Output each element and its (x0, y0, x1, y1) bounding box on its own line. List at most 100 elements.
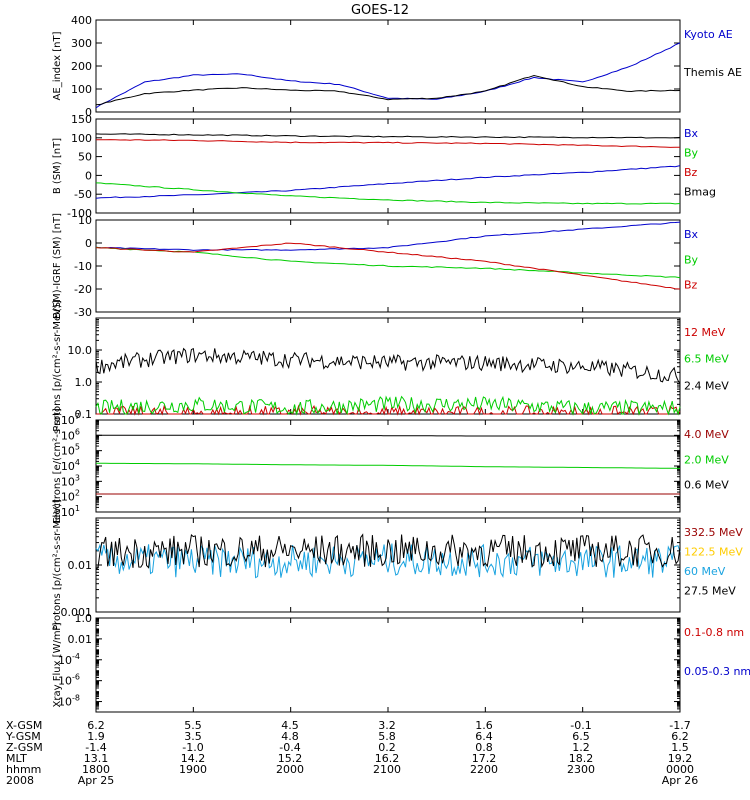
ephemeris-value: 19.2 (668, 752, 693, 765)
legend-entry: Bx (684, 228, 699, 241)
series-line-themis-ae (95, 74, 681, 106)
ephemeris-value: 16.2 (375, 752, 400, 765)
series-line-bmag (95, 133, 681, 139)
y-axis-label: Protons [p/(cm²-s-sr-MeV)] (52, 300, 63, 432)
legend-entry: 0.1-0.8 nm (684, 626, 744, 639)
ephemeris-row-label: MLT (6, 752, 27, 765)
legend-entry: 12 MeV (684, 326, 726, 339)
ephemeris-value: 1.6 (475, 719, 493, 732)
series-line-bx (95, 165, 681, 199)
y-tick-label: 0.01 (68, 633, 93, 646)
ephemeris-row-label: Y-GSM (5, 730, 41, 743)
ephemeris-value: 6.2 (671, 730, 689, 743)
ephemeris-value: -0.1 (570, 719, 591, 732)
panel-protons_low: 0.1 1.0 10.0 Protons [p/(cm²-s-sr-MeV)] 12 M… (52, 300, 729, 432)
series-line-by (95, 182, 681, 205)
ephemeris-row-label: Z-GSM (6, 741, 43, 754)
ephemeris-value: 2000 (276, 763, 304, 776)
y-tick-label: 101 (61, 504, 80, 519)
ephemeris-table: X-GSMY-GSMZ-GSMMLThhmm20086.21.9-1.413.1… (5, 719, 698, 787)
series-line-27-5-mev (95, 533, 681, 570)
panel-frame (95, 617, 681, 713)
legend-entry: 2.0 MeV (684, 453, 729, 466)
y-tick-label: 150 (71, 113, 92, 126)
y-axis-label: B (SM) [nT] (52, 138, 63, 194)
y-tick-label: 100 (71, 132, 92, 145)
ephemeris-value: 6.2 (87, 719, 105, 732)
ephemeris-value: 14.2 (181, 752, 206, 765)
y-tick-label: 104 (61, 458, 80, 473)
ephemeris-value: 5.5 (184, 719, 202, 732)
y-axis-label: Xray Flux [W/m²] (52, 622, 63, 707)
ephemeris-row-label: X-GSM (6, 719, 42, 732)
ephemeris-value: -0.4 (279, 741, 300, 754)
legend-entry: 60 MeV (684, 565, 726, 578)
ephemeris-value: 0000 (666, 763, 694, 776)
y-axis-label: AE_index [nT] (52, 31, 63, 100)
legend-entry: 4.0 MeV (684, 428, 729, 441)
series-line-kyoto-ae (95, 42, 681, 109)
ephemeris-value: Apr 26 (662, 774, 699, 787)
y-tick-label: 50 (78, 151, 92, 164)
ephemeris-row-label: 2008 (6, 774, 34, 787)
series-line-2-4-mev (95, 347, 681, 384)
ephemeris-value: 18.2 (569, 752, 594, 765)
legend-entry: 0.05-0.3 nm (684, 665, 750, 678)
ephemeris-value: 5.8 (378, 730, 396, 743)
panel-protons_high: 0.001 0.01 Protons [p/(cm²-s-sr-MeV)] 332.5… (52, 499, 743, 631)
y-tick-label: 106 (61, 427, 80, 442)
y-tick-label: 400 (71, 14, 92, 27)
legend-entry: 0.6 MeV (684, 479, 729, 492)
ephemeris-value: 2100 (373, 763, 401, 776)
plot-title: GOES-12 (351, 3, 409, 18)
panel-bsm: -100 -50 0 50 100 150 B (SM) [nT] Bx By Bz Bmag (52, 113, 716, 220)
legend-entry: 6.5 MeV (684, 353, 729, 366)
ephemeris-value: 3.5 (184, 730, 202, 743)
legend-entry: By (684, 147, 699, 160)
legend-entry: Kyoto AE (684, 28, 733, 41)
y-tick-label: -20 (74, 283, 92, 296)
ephemeris-value: 6.5 (572, 730, 590, 743)
y-tick-label: 102 (61, 489, 80, 504)
y-tick-label: 0 (85, 169, 92, 182)
y-axis-label: Electrons [e/(cm²-s-sr)] (52, 408, 63, 524)
ephemeris-value: 1.5 (671, 741, 689, 754)
legend-entry: 332.5 MeV (684, 526, 743, 539)
legend-entry: 2.4 MeV (684, 379, 729, 392)
y-tick-label: 300 (71, 37, 92, 50)
y-tick-label: -10 (74, 260, 92, 273)
y-tick-label: 10 (78, 214, 92, 227)
y-tick-label: 0 (85, 106, 92, 119)
legend-entry: Bz (684, 279, 698, 292)
legend-entry: Bz (684, 166, 698, 179)
ephemeris-value: 0.2 (378, 741, 396, 754)
ephemeris-value: 13.1 (84, 752, 109, 765)
ephemeris-value: 1900 (179, 763, 207, 776)
series-line-bx (95, 221, 681, 251)
panel-frame (95, 419, 681, 513)
y-tick-label: -50 (74, 188, 92, 201)
y-tick-label: 100 (71, 83, 92, 96)
y-tick-label: 200 (71, 60, 92, 73)
ephemeris-value: -1.4 (85, 741, 106, 754)
ephemeris-value: 15.2 (278, 752, 303, 765)
ephemeris-row-label: hhmm (6, 763, 41, 776)
ephemeris-value: 2300 (567, 763, 595, 776)
ephemeris-value: 4.8 (281, 730, 299, 743)
y-tick-label: 0.001 (61, 606, 93, 619)
y-tick-label: 107 (61, 412, 80, 427)
legend-entry: 27.5 MeV (684, 585, 736, 598)
series-line-bz (95, 139, 681, 148)
y-tick-label: 0.1 (75, 408, 93, 421)
legend-entry: By (684, 253, 699, 266)
series-line-bz (95, 242, 681, 290)
ephemeris-value: Apr 25 (78, 774, 115, 787)
y-axis-label: B(SM)-IGRF (SM) [nT] (52, 213, 63, 319)
series-line-6-5-mev (95, 395, 681, 416)
legend-entry: Bx (684, 127, 699, 140)
y-tick-label: -30 (74, 306, 92, 319)
ephemeris-value: 1.9 (87, 730, 105, 743)
